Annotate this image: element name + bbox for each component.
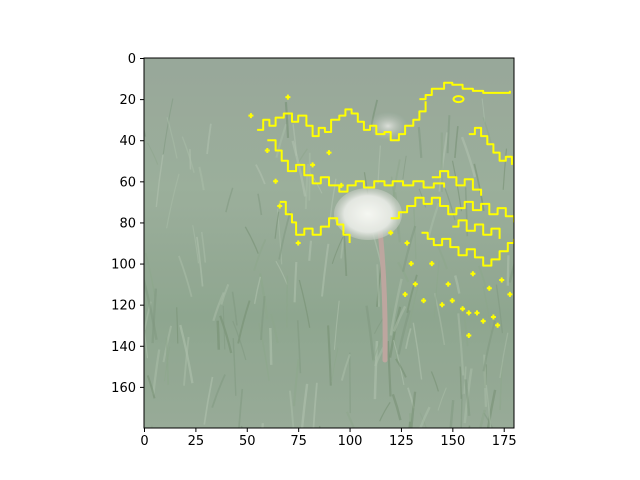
blurred-dandelion	[368, 112, 408, 140]
yellow-contour-overlay	[248, 81, 514, 338]
x-tick-label: 0	[140, 434, 148, 449]
x-tick-label: 100	[338, 434, 363, 449]
x-tick-label: 75	[290, 434, 307, 449]
y-tick-label: 40	[119, 134, 136, 149]
x-tick-label: 25	[188, 434, 205, 449]
x-tick-label: 50	[239, 434, 256, 449]
y-tick-label: 60	[119, 175, 136, 190]
y-tick-label: 80	[119, 216, 136, 231]
y-tick-label: 20	[119, 93, 136, 108]
y-tick-label: 160	[111, 381, 136, 396]
dandelion-seed-head	[334, 188, 402, 240]
x-tick-label: 175	[492, 434, 517, 449]
photo-image	[144, 58, 514, 428]
x-axis: 0 25 50 75 100 125 150 175	[140, 428, 517, 449]
y-axis: 0 20 40 60 80 100 120 140 160	[111, 52, 144, 396]
y-tick-label: 0	[128, 52, 136, 67]
x-tick-label: 125	[389, 434, 414, 449]
x-tick-label: 150	[440, 434, 465, 449]
y-tick-label: 120	[111, 299, 136, 314]
dandelion-stem	[377, 227, 388, 363]
y-tick-label: 100	[111, 258, 136, 273]
y-tick-label: 140	[111, 340, 136, 355]
axes-frame	[143, 57, 515, 429]
